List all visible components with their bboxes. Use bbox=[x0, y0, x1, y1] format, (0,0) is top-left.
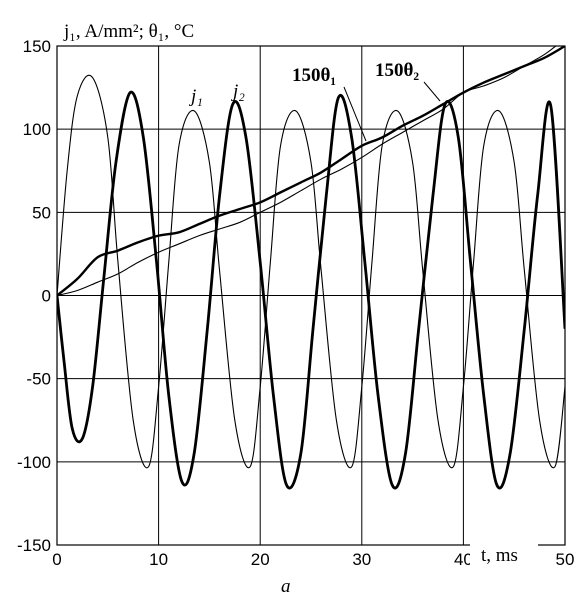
grid bbox=[57, 46, 565, 545]
y-tick-label--150: -150 bbox=[17, 536, 51, 555]
x-tick-label-20: 20 bbox=[251, 550, 270, 569]
plot-frame bbox=[56, 45, 566, 546]
x-tick-label-0: 0 bbox=[52, 550, 61, 569]
y-axis-label: j₁, A/mm²; θ₁, °C bbox=[63, 21, 194, 42]
x-axis-ticks: 0 10 20 30 40 50 bbox=[52, 550, 574, 569]
x-axis-label: t, ms bbox=[481, 545, 518, 566]
series-label-j2: j₂ bbox=[230, 81, 245, 102]
y-tick-label--100: -100 bbox=[17, 453, 51, 472]
x-tick-label-10: 10 bbox=[149, 550, 168, 569]
y-axis-ticks: -150 -100 -50 0 50 100 150 bbox=[17, 37, 51, 555]
series-line-j1 bbox=[57, 74, 565, 469]
x-tick-label-40: 40 bbox=[454, 550, 473, 569]
series-line-j2 bbox=[57, 90, 565, 490]
series-label-150theta1: 150θ₁ bbox=[292, 65, 336, 86]
y-tick-label-50: 50 bbox=[32, 203, 51, 222]
y-tick-label-100: 100 bbox=[23, 120, 51, 139]
y-tick-label--50: -50 bbox=[26, 370, 51, 389]
series-label-150theta2: 150θ₂ bbox=[375, 60, 419, 81]
leader-150theta2 bbox=[423, 81, 441, 102]
subfigure-label: a bbox=[281, 576, 291, 594]
x-tick-label-30: 30 bbox=[352, 550, 371, 569]
series-line-150theta1 bbox=[57, 46, 565, 297]
y-tick-label-0: 0 bbox=[42, 287, 51, 306]
series-layer bbox=[57, 46, 565, 490]
xlabel-background bbox=[470, 534, 538, 568]
series-line-150theta2 bbox=[57, 46, 557, 297]
series-label-j1: j₁ bbox=[188, 86, 203, 107]
y-tick-label-150: 150 bbox=[23, 37, 51, 56]
x-tick-label-50: 50 bbox=[556, 550, 575, 569]
leader-150theta1 bbox=[343, 86, 367, 142]
